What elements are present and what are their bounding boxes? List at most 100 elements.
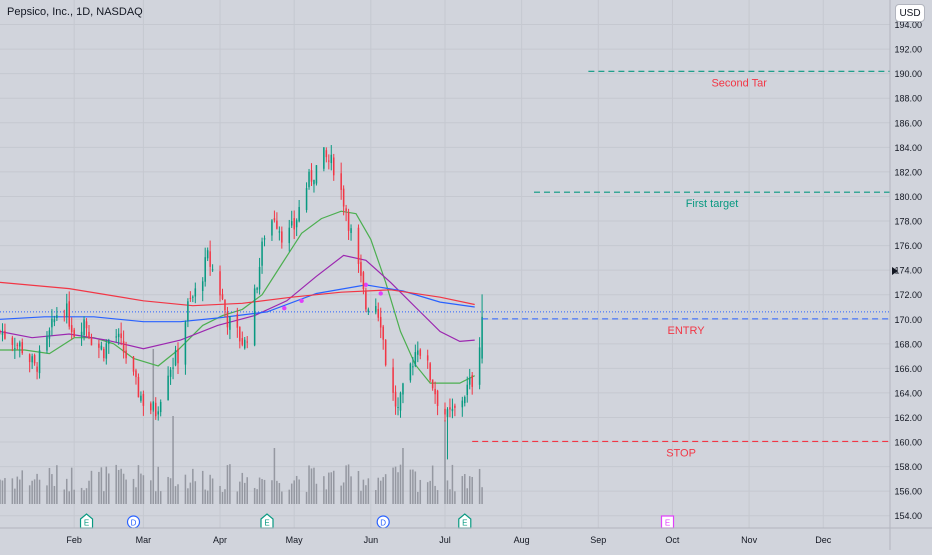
candle-body — [310, 170, 313, 182]
time-tick-label: Jun — [364, 535, 379, 545]
candle-body — [276, 220, 278, 229]
candle-body — [63, 316, 66, 318]
event-label: E — [264, 519, 269, 528]
candle-body — [449, 407, 451, 410]
currency-button[interactable]: USD — [895, 4, 925, 22]
candle-body — [308, 171, 310, 188]
volume-bar — [288, 489, 291, 504]
candle-body — [399, 392, 402, 411]
candle-body — [154, 402, 157, 417]
price-tick-label: 170.00 — [894, 315, 922, 325]
candle-body — [397, 407, 399, 409]
volume-bar — [159, 491, 162, 504]
candle-body — [1, 332, 4, 335]
candle-body — [345, 208, 347, 211]
volume-bar — [28, 485, 31, 504]
candle-body — [414, 352, 417, 367]
candle-body — [135, 370, 137, 378]
volume-bar — [167, 476, 169, 504]
candle-body — [261, 241, 263, 266]
volume-bar — [53, 485, 56, 504]
volume-bar — [132, 478, 135, 504]
time-tick-label: Nov — [741, 535, 758, 545]
volume-bar — [466, 488, 469, 504]
candle-body — [236, 314, 239, 328]
volume-bar — [468, 476, 471, 504]
volume-bar — [263, 479, 266, 504]
earnings-icon[interactable] — [260, 513, 274, 529]
candle-body — [103, 348, 105, 359]
candle-body — [48, 330, 51, 339]
earnings-icon[interactable] — [79, 513, 94, 529]
candle-body — [31, 356, 33, 363]
volume-bar — [154, 491, 157, 504]
candle-body — [169, 369, 172, 377]
volume-bar — [184, 474, 187, 504]
candle-body — [446, 409, 449, 417]
volume-bar — [135, 487, 137, 504]
volume-bar — [46, 485, 48, 504]
candle-body — [88, 331, 90, 339]
volume-bar — [21, 470, 24, 504]
volume-bar — [340, 485, 342, 504]
candle-body — [56, 315, 58, 319]
volume-bar — [194, 481, 197, 504]
candle-body — [468, 377, 471, 385]
moving-average-line — [0, 254, 475, 350]
candle-body — [263, 238, 266, 240]
volume-bar — [293, 480, 295, 504]
volume-bar — [315, 483, 318, 504]
volume-bar — [419, 479, 422, 504]
candle-body — [0, 331, 1, 333]
volume-bar — [68, 491, 70, 504]
candle-body — [328, 160, 330, 162]
volume-bar — [347, 464, 350, 504]
candle-body — [315, 165, 318, 184]
volume-bar — [85, 488, 88, 504]
candle-body — [152, 402, 155, 410]
candle-body — [115, 336, 117, 338]
volume-bar — [429, 480, 431, 504]
time-tick-label: Dec — [815, 535, 832, 545]
candle-body — [219, 271, 221, 296]
candle-body — [122, 341, 125, 353]
candle-body — [28, 354, 31, 363]
time-tick-label: Sep — [590, 535, 606, 545]
candle-body — [375, 306, 377, 313]
candle-body — [226, 311, 229, 328]
crossover-marker — [282, 306, 287, 311]
crossover-marker — [363, 282, 369, 288]
volume-bar — [90, 470, 93, 504]
volume-bar — [98, 471, 100, 504]
volume-bar — [19, 479, 21, 504]
volume-bar — [298, 479, 300, 504]
candle-body — [466, 384, 469, 396]
earnings-icon[interactable] — [458, 513, 472, 529]
volume-bar — [464, 474, 466, 504]
candle-body — [70, 325, 73, 333]
candle-body — [73, 329, 75, 337]
volume-bar — [362, 479, 365, 504]
event-label: D — [380, 519, 386, 528]
candle-body — [19, 342, 21, 347]
candle-body — [174, 350, 177, 366]
candle-body — [159, 401, 162, 413]
candle-body — [295, 220, 298, 228]
candle-body — [125, 350, 127, 359]
candle-body — [221, 294, 224, 300]
candle-body — [224, 299, 226, 311]
candle-body — [278, 231, 281, 233]
time-tick-label: Feb — [66, 535, 82, 545]
volume-bar — [73, 489, 75, 504]
candle-body — [461, 400, 464, 408]
volume-bar — [384, 474, 387, 504]
volume-bar — [409, 469, 412, 504]
candle-body — [211, 269, 214, 271]
volume-bar — [328, 472, 330, 504]
volume-bar — [399, 464, 402, 504]
price-axis: 154.00 156.00 158.00 160.00 162.00 164.00 166.… — [889, 0, 932, 550]
crossover-marker — [378, 291, 383, 296]
volume-bar — [397, 472, 399, 504]
